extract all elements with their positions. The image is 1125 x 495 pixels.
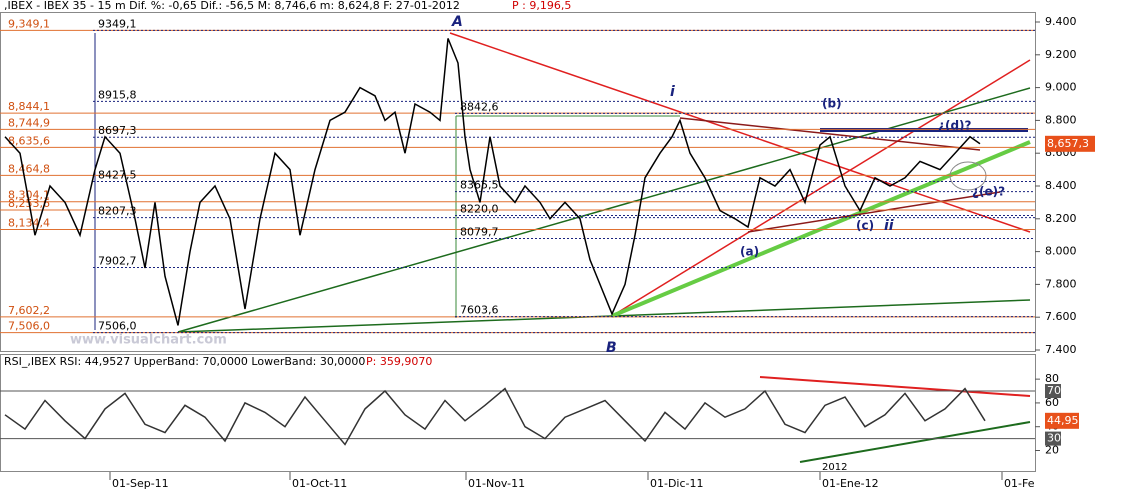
rsi-trendline	[799, 421, 1031, 463]
x-tick-label: 01-Oct-11	[292, 477, 347, 490]
wave-label: i	[670, 84, 675, 100]
trendline	[679, 117, 981, 151]
price-panel	[0, 12, 1036, 352]
trendline	[611, 140, 1031, 318]
level-label: 8,464,8	[8, 162, 50, 175]
y-tick-label: 60	[1045, 396, 1059, 409]
level-label: 7,602,2	[8, 304, 50, 317]
band-label: 70	[1047, 384, 1061, 397]
x-tick-label: 01-Sep-11	[112, 477, 169, 490]
level-label: 9,349,1	[8, 17, 50, 30]
y-tick-label: 8.400	[1045, 179, 1077, 192]
level-label: 8427,5	[98, 168, 137, 181]
level-label: 8079,7	[460, 226, 499, 239]
level-label: 8842,6	[460, 100, 499, 113]
circle-mark	[949, 161, 987, 191]
level-label: 8915,8	[98, 88, 137, 101]
rsi-trendline	[759, 376, 1031, 397]
level-label: 7506,0	[98, 320, 137, 333]
year-label: 2012	[822, 462, 847, 473]
level-label: 8,844,1	[8, 100, 50, 113]
trendline	[611, 299, 1031, 317]
level-label: 8,744,9	[8, 116, 50, 129]
x-tick-label: 01-Dic-11	[650, 477, 704, 490]
level-label: 8,134,4	[8, 217, 50, 230]
y-tick-label: 80	[1045, 372, 1059, 385]
level-label: 7603,6	[460, 304, 499, 317]
band-label: 30	[1047, 432, 1061, 445]
band-tag	[1045, 431, 1061, 446]
level-label: 8,635,6	[8, 134, 50, 147]
level-label: 9349,1	[98, 17, 137, 30]
last-label: 44,95	[1047, 414, 1079, 427]
y-tick-label: 7.400	[1045, 343, 1077, 356]
y-tick-label: 8.200	[1045, 212, 1077, 225]
x-tick-label: 01-Ene-12	[822, 477, 879, 490]
level-label: 8,304,1	[8, 189, 50, 202]
x-tick-label: 01-Nov-11	[468, 477, 525, 490]
y-tick-label: 8.000	[1045, 245, 1077, 258]
last-tag	[1045, 412, 1079, 429]
trendline	[747, 191, 1001, 233]
wave-label: ii	[884, 218, 894, 234]
price-header: ,IBEX - IBEX 35 - 15 m Dif. %: -0,65 Dif…	[4, 0, 460, 12]
y-tick-label: 9.200	[1045, 48, 1077, 61]
level-label: 8207,3	[98, 205, 137, 218]
price-line	[4, 387, 986, 446]
band-tag	[1045, 384, 1061, 399]
y-tick-label: 7.800	[1045, 277, 1077, 290]
level-label: 8220,0	[460, 203, 499, 216]
rsi-header-p: P: 359,9070	[366, 355, 432, 368]
last-label: 8,657,3	[1047, 137, 1089, 150]
level-label: 8365,5	[460, 179, 499, 192]
wave-label: ¿(e)?	[972, 185, 1005, 199]
level-label: 7902,7	[98, 255, 137, 268]
wave-label: B	[606, 340, 617, 356]
wave-label: (b)	[822, 97, 842, 111]
watermark: www.visualchart.com	[70, 333, 227, 348]
wave-label: (a)	[740, 245, 759, 259]
trendline	[611, 59, 1031, 317]
y-tick-label: 9.400	[1045, 15, 1077, 28]
rsi-header: RSI_,IBEX RSI: 44,9527 UpperBand: 70,000…	[4, 355, 365, 368]
last-tag	[1045, 135, 1095, 152]
wave-label: A	[451, 14, 463, 30]
wave-label: (c)	[856, 219, 874, 233]
trendline	[449, 32, 1031, 233]
y-tick-label: 7.600	[1045, 310, 1077, 323]
y-tick-label: 8.800	[1045, 113, 1077, 126]
price-line	[4, 38, 981, 326]
y-tick-label: 20	[1045, 443, 1059, 456]
price-header-p: P : 9,196,5	[512, 0, 571, 12]
trendline	[177, 315, 613, 333]
wave-label: ¿(d)?	[938, 119, 972, 133]
x-tick-label: 01-Fe	[1004, 477, 1035, 490]
y-tick-label: 9.000	[1045, 81, 1077, 94]
level-label: 8697,3	[98, 124, 137, 137]
level-label: 7,506,0	[8, 320, 50, 333]
rsi-panel	[0, 354, 1036, 472]
